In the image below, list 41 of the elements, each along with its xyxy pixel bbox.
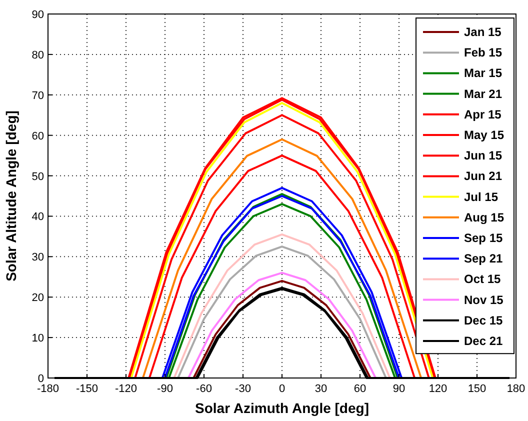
legend-label: Dec 21: [464, 334, 504, 348]
legend-label: Jul 15: [464, 190, 498, 204]
legend-label: Nov 15: [464, 292, 504, 307]
legend-label: Feb 15: [464, 46, 502, 60]
legend-label: Jan 15: [464, 25, 502, 39]
legend-label: Mar 21: [464, 86, 502, 101]
legend-label: Jun 21: [464, 169, 502, 184]
y-tick-label: 80: [32, 49, 44, 62]
legend-label: Jun 15: [464, 148, 502, 163]
x-tick-label: 90: [392, 383, 406, 395]
y-tick-label: 10: [32, 332, 44, 345]
legend-label: Oct 15: [464, 272, 502, 286]
y-axis-title: Solar Altitude Angle [deg]: [3, 110, 19, 282]
x-tick-label: -90: [157, 383, 173, 395]
y-tick-label: 0: [38, 373, 44, 385]
legend-label: Sep 15: [464, 231, 504, 245]
y-tick-label: 70: [32, 90, 44, 102]
y-tick-label: 30: [32, 252, 44, 264]
x-tick-label: 60: [354, 383, 366, 395]
x-tick-label: -30: [235, 383, 251, 395]
y-tick-label: 20: [32, 292, 44, 304]
x-tick-label: -60: [196, 383, 212, 395]
y-tick-label: 90: [32, 9, 44, 21]
legend-label: Mar 15: [464, 66, 502, 80]
y-tick-label: 50: [32, 170, 44, 183]
x-tick-label: 180: [506, 383, 526, 395]
legend-label: May 15: [464, 128, 504, 142]
x-axis-title: Solar Azimuth Angle [deg]: [195, 400, 369, 416]
x-tick-label: 30: [314, 383, 328, 395]
x-tick-label: 0: [278, 383, 286, 395]
legend-label: Aug 15: [464, 210, 504, 224]
x-tick-label: -120: [114, 383, 138, 395]
x-tick-label: 120: [428, 383, 448, 395]
y-tick-label: 40: [32, 211, 44, 224]
y-tick-label: 60: [32, 130, 44, 142]
x-tick-label: -150: [76, 383, 98, 395]
legend-label: Dec 15: [464, 313, 504, 328]
legend-label: Sep 21: [464, 252, 504, 266]
x-tick-label: 150: [468, 383, 486, 395]
x-tick-label: -180: [36, 383, 60, 395]
legend-label: Apr 15: [464, 107, 502, 122]
